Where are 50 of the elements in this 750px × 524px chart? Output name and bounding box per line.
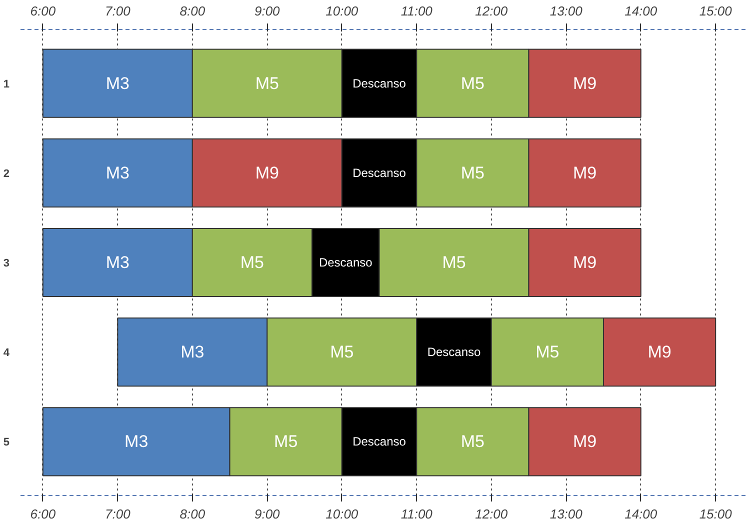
x-tick-label: 11:00 — [400, 506, 434, 522]
data-label: M5 — [274, 432, 298, 452]
x-tick-label: 6:00 — [30, 506, 56, 522]
data-label: Descanso — [427, 345, 482, 360]
x-tick-label: 7:00 — [105, 506, 132, 522]
y-tick-label: 4 — [3, 347, 10, 360]
x2-tick-label: 7:00 — [105, 4, 132, 18]
x2-tick-label: 13:00 — [550, 4, 584, 18]
y-tick-label: 3 — [3, 258, 10, 270]
x-tick-label: 12:00 — [475, 506, 508, 522]
data-label: M3 — [124, 432, 148, 452]
x-tick-label: 14:00 — [624, 506, 658, 522]
x2-tick-label: 10:00 — [326, 4, 359, 18]
data-label: M5 — [460, 163, 485, 182]
data-label: M9 — [572, 253, 597, 272]
x-tick-label: 8:00 — [180, 506, 206, 522]
x-tick-label: 15:00 — [699, 506, 733, 522]
data-label: M3 — [106, 163, 130, 182]
data-label: M9 — [572, 74, 597, 93]
x2-tick-label: 9:00 — [254, 4, 281, 18]
data-label: M9 — [572, 163, 597, 182]
x-tick-label: 10:00 — [326, 506, 359, 522]
data-label: M5 — [255, 74, 279, 93]
data-label: M5 — [240, 253, 264, 272]
data-label: Descanso — [352, 76, 406, 90]
data-label: M9 — [572, 432, 597, 452]
x-tick-label: 13:00 — [550, 506, 584, 522]
data-label: M5 — [460, 74, 485, 93]
data-label: M5 — [442, 253, 466, 272]
data-label: Descanso — [352, 434, 406, 449]
data-label: M5 — [330, 342, 354, 362]
data-label: M3 — [106, 74, 130, 93]
y-tick-label: 2 — [3, 168, 10, 180]
data-label: Descanso — [318, 256, 373, 270]
x2-tick-label: 6:00 — [30, 4, 56, 18]
x2-tick-label: 15:00 — [699, 4, 733, 18]
x2-tick-label: 8:00 — [180, 4, 206, 18]
data-label: M9 — [648, 342, 672, 362]
x2-tick-label: 12:00 — [475, 4, 508, 18]
y-tick-label: 1 — [3, 78, 10, 90]
data-label: Descanso — [352, 166, 406, 180]
data-label: M3 — [106, 253, 130, 272]
data-label: M9 — [255, 163, 279, 182]
x2-tick-label: 14:00 — [624, 4, 658, 18]
data-label: M3 — [180, 342, 204, 362]
x-tick-label: 9:00 — [254, 506, 281, 522]
data-label: M5 — [536, 342, 560, 362]
data-label: M5 — [460, 432, 485, 452]
x2-tick-label: 11:00 — [400, 4, 434, 18]
y-tick-label: 5 — [3, 436, 10, 449]
